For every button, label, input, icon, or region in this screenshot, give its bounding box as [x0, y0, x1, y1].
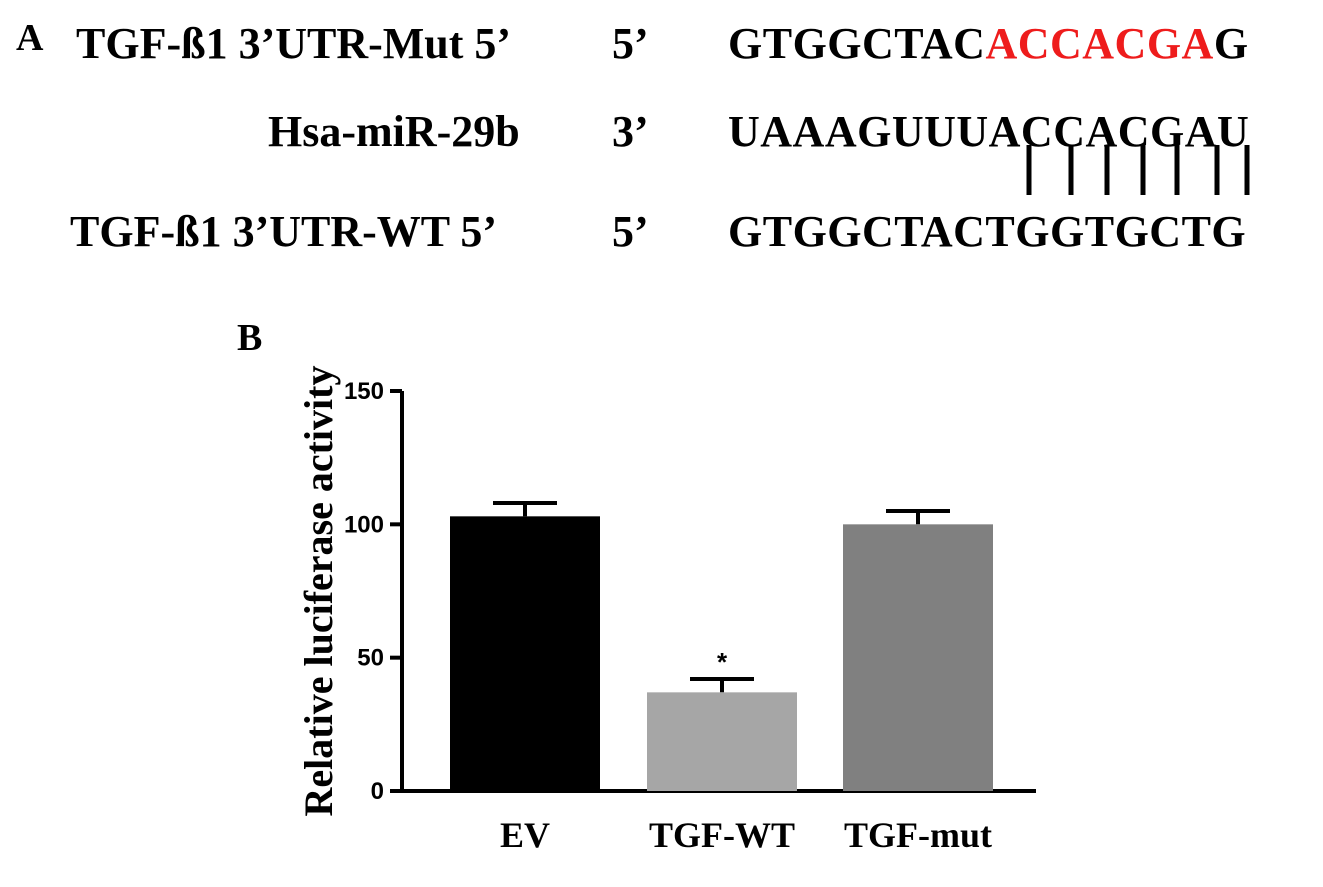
y-tick-label: 150: [344, 378, 384, 405]
bar: [843, 524, 993, 791]
y-tick-label: 50: [357, 645, 384, 672]
wt-utr-sequence: GTGGCTACTGGTGCTG: [728, 207, 1247, 256]
y-tick-label: 0: [371, 778, 384, 805]
y-axis-title: Relative luciferase activity: [296, 366, 341, 817]
y-tick-label: 100: [344, 511, 384, 538]
mut-utr-sequence: GTGGCTACACCACGAG: [728, 18, 1249, 69]
wt-utr-end: 5’: [612, 207, 649, 256]
base-pairing-lines: [1026, 145, 1250, 195]
panel-b-label: B: [237, 317, 263, 359]
panel-a-label: A: [16, 17, 44, 59]
mut-utr-end: 5’: [612, 19, 649, 68]
mirna-sequence: UAAAGUUUACCACGAU: [728, 107, 1250, 156]
x-category-label: EV: [500, 815, 550, 855]
bar: [647, 692, 797, 791]
x-category-label: TGF-WT: [649, 815, 795, 855]
mut-seq-tail: G: [1213, 19, 1249, 68]
wt-utr-label: TGF-ß1 3’UTR-WT 5’: [70, 207, 497, 256]
significance-mark: *: [717, 647, 728, 677]
mirna-label: Hsa-miR-29b: [268, 107, 520, 156]
bar: [450, 516, 600, 791]
x-category-label: TGF-mut: [844, 815, 992, 855]
mut-seq-highlight: ACCACGA: [985, 19, 1214, 68]
mut-utr-label: TGF-ß1 3’UTR-Mut 5’: [76, 19, 512, 68]
mut-seq-plain: GTGGCTAC: [728, 19, 986, 68]
mirna-end: 3’: [612, 107, 649, 156]
